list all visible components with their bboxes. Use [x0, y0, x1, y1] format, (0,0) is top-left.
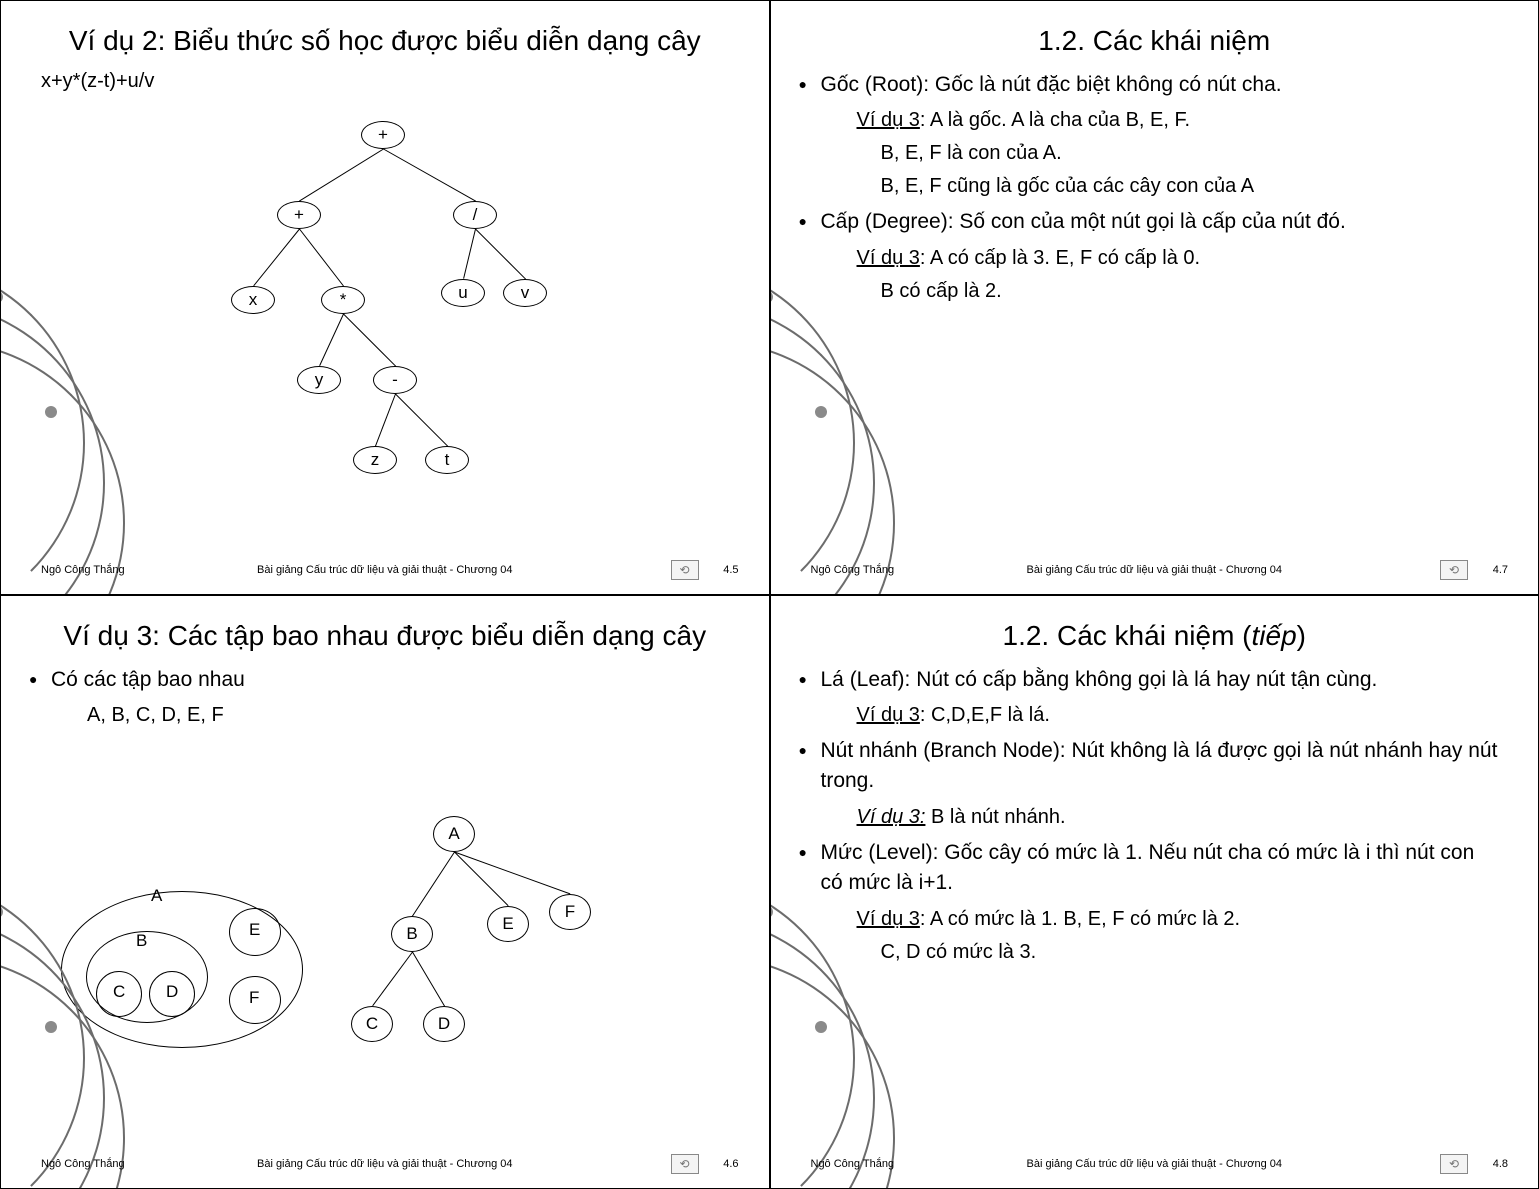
tree-node-v: v — [503, 279, 547, 307]
tree-edge — [253, 229, 300, 287]
return-icon[interactable]: ⟲ — [671, 560, 699, 580]
tree-node-C: C — [351, 1006, 393, 1042]
slide-4-5: Ví dụ 2: Biểu thức số học được biểu diễn… — [0, 0, 770, 595]
bullet-l2: Ví dụ 3: B là nút nhánh. — [857, 803, 1499, 832]
arc-dot — [815, 1021, 827, 1033]
bullet-l2: Ví dụ 3: A là gốc. A là cha của B, E, F. — [857, 106, 1499, 135]
arc-dot — [770, 291, 773, 303]
tree-node-plus2: + — [277, 201, 321, 229]
expr-tree: + + / x * uv y - zt — [1, 1, 769, 594]
slide-4-7: 1.2. Các khái niệm Gốc (Root): Gốc là nú… — [770, 0, 1539, 595]
page-number: 4.5 — [723, 564, 738, 576]
bullets: Lá (Leaf): Nút có cấp bằng không gọi là … — [821, 665, 1499, 967]
tree-edge — [463, 229, 476, 279]
arc-dot — [815, 406, 827, 418]
tree-edge — [319, 314, 344, 366]
bullet-l2: Ví dụ 3: C,D,E,F là lá. — [857, 701, 1499, 730]
bullet-l2: Ví dụ 3: A có mức là 1. B, E, F có mức l… — [857, 905, 1499, 934]
title-italic: tiếp — [1252, 620, 1297, 651]
footer-course: Bài giảng Cấu trúc dữ liệu và giải thuật… — [811, 564, 1499, 576]
footer-author: Ngô Công Thắng — [811, 1158, 895, 1170]
tree-node-minus: - — [373, 366, 417, 394]
tree-edge — [372, 951, 413, 1006]
page-number: 4.7 — [1493, 564, 1508, 576]
slide-footer: Ngô Công Thắng Bài giảng Cấu trúc dữ liệ… — [771, 564, 1539, 576]
return-icon[interactable]: ⟲ — [1440, 560, 1468, 580]
footer-course: Bài giảng Cấu trúc dữ liệu và giải thuật… — [811, 1158, 1499, 1170]
tree-node-u: u — [441, 279, 485, 307]
title-plain: 1.2. Các khái niệm ( — [1003, 620, 1252, 651]
tree-node-D: D — [423, 1006, 465, 1042]
tree-node-star: * — [321, 286, 365, 314]
bullet-l1: Gốc (Root): Gốc là nút đặc biệt không có… — [821, 70, 1499, 100]
page-number: 4.8 — [1493, 1158, 1508, 1170]
tree-edge — [475, 229, 526, 280]
arc-dot — [770, 906, 773, 918]
bullet-l1: Cấp (Degree): Số con của một nút gọi là … — [821, 207, 1499, 237]
tree-node-y: y — [297, 366, 341, 394]
tree-node-x: x — [231, 286, 275, 314]
tree-edge — [383, 149, 475, 202]
arc-ring — [770, 301, 875, 595]
slide-title: 1.2. Các khái niệm — [811, 23, 1499, 58]
slide-footer: Ngô Công Thắng Bài giảng Cấu trúc dữ liệ… — [771, 1158, 1539, 1170]
arc-ring — [770, 341, 895, 595]
arc-ring — [770, 956, 895, 1189]
tree-node-div: / — [453, 201, 497, 229]
tree-edge — [395, 394, 448, 447]
bullets: Gốc (Root): Gốc là nút đặc biệt không có… — [821, 70, 1499, 306]
slide-title: 1.2. Các khái niệm (tiếp) — [811, 618, 1499, 653]
tree-node-B: B — [391, 916, 433, 952]
bullet-l3: B có cấp là 2. — [881, 277, 1499, 306]
tree-node-F: F — [549, 894, 591, 930]
bullet-l1: Nút nhánh (Branch Node): Nút không là lá… — [821, 736, 1499, 797]
bullet-l3: C, D có mức là 3. — [881, 938, 1499, 967]
footer-author: Ngô Công Thắng — [41, 1158, 125, 1170]
bullet-l3: B, E, F là con của A. — [881, 139, 1499, 168]
footer-course: Bài giảng Cấu trúc dữ liệu và giải thuật… — [41, 564, 729, 576]
tree-edge — [299, 149, 384, 202]
return-icon[interactable]: ⟲ — [1440, 1154, 1468, 1174]
tree-edge — [299, 229, 344, 287]
slide-footer: Ngô Công Thắng Bài giảng Cấu trúc dữ liệ… — [1, 1158, 769, 1170]
tree-node-t: t — [425, 446, 469, 474]
slide-footer: Ngô Công Thắng Bài giảng Cấu trúc dữ liệ… — [1, 564, 769, 576]
bullet-l1: Lá (Leaf): Nút có cấp bằng không gọi là … — [821, 665, 1499, 695]
tree-edge — [375, 394, 396, 446]
tree-edge — [412, 851, 455, 916]
slide-4-8: 1.2. Các khái niệm (tiếp) Lá (Leaf): Nút… — [770, 595, 1539, 1189]
tree-edge — [454, 851, 570, 894]
tree-node-A: A — [433, 816, 475, 852]
bullet-l3: B, E, F cũng là gốc của các cây con của … — [881, 172, 1499, 201]
footer-author: Ngô Công Thắng — [811, 564, 895, 576]
bullet-l2: Ví dụ 3: A có cấp là 3. E, F có cấp là 0… — [857, 244, 1499, 273]
tree-edge — [454, 851, 509, 906]
footer-author: Ngô Công Thắng — [41, 564, 125, 576]
title-tail: ) — [1297, 620, 1306, 651]
tree-edge — [343, 314, 396, 367]
tree-node-root: + — [361, 121, 405, 149]
tree-node-z: z — [353, 446, 397, 474]
bullet-l1: Mức (Level): Gốc cây có mức là 1. Nếu nú… — [821, 838, 1499, 899]
return-icon[interactable]: ⟲ — [671, 1154, 699, 1174]
set-tree: A B EF CD — [1, 596, 769, 1189]
tree-node-E: E — [487, 906, 529, 942]
slide-grid: Ví dụ 2: Biểu thức số học được biểu diễn… — [0, 0, 1539, 1189]
arc-ring — [770, 261, 855, 595]
footer-course: Bài giảng Cấu trúc dữ liệu và giải thuật… — [41, 1158, 729, 1170]
slide-4-6: Ví dụ 3: Các tập bao nhau được biểu diễn… — [0, 595, 770, 1189]
page-number: 4.6 — [723, 1158, 738, 1170]
tree-edge — [412, 951, 445, 1006]
